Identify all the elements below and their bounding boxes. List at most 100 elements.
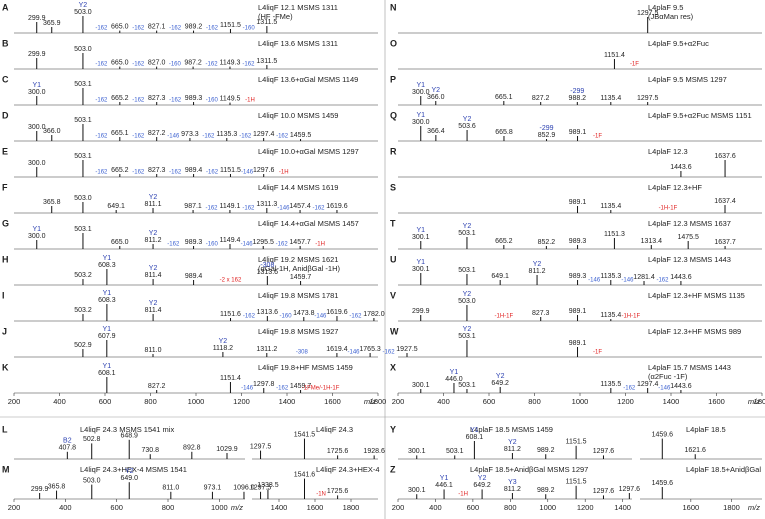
ion-label: Y1: [470, 427, 479, 434]
peak-label: 811.2: [529, 268, 546, 275]
x-tick-label: 200: [8, 503, 21, 512]
peak-label: 1619.6: [326, 203, 348, 210]
x-tick-label: 1200: [617, 397, 634, 406]
gap-label: -162: [206, 170, 219, 176]
peak-label: 1619.6: [326, 309, 348, 316]
peak-label: 502.9: [74, 342, 92, 349]
gap-label: -162: [95, 26, 108, 32]
peak-label: 1135.3: [216, 131, 237, 138]
gap-label: -162: [205, 206, 218, 212]
peak-label: 1297.6: [619, 486, 641, 493]
peak-label: 1297.5: [250, 443, 272, 450]
peak-label: 503.2: [74, 307, 92, 314]
gap-label: -162: [383, 350, 396, 356]
panel-letter: J: [2, 326, 7, 336]
gap-label: -1H: [245, 98, 255, 104]
panel-title: L4liqF 19.8+HF MSMS 1459: [258, 363, 353, 372]
ion-label: Y2: [508, 439, 517, 446]
ion-label: Y1: [103, 363, 112, 370]
panel-title: L4liqF 19.8 MSMS 1781: [258, 291, 338, 300]
x-tick-label: 400: [429, 503, 442, 512]
ion-label: Y1: [450, 369, 459, 376]
peak-label: 608.3: [98, 297, 116, 304]
panel-title: L4plaF 12.3 MSMS 1637: [648, 219, 731, 228]
peak-label: 446.1: [435, 482, 453, 489]
peak-label: 1151.4: [220, 375, 241, 382]
peak-label: 1637.4: [714, 198, 736, 205]
x-axis-label: m/z: [748, 397, 760, 406]
panel-title: L4liqF 12.1 MSMS 1311: [258, 3, 338, 12]
panel-letter: P: [390, 74, 396, 84]
panel-title: L4liqF 10.0+αGal MSMS 1297: [258, 147, 359, 156]
peak-label: 1297.6: [253, 167, 275, 174]
gap-label: -162: [313, 206, 326, 212]
panel-letter: M: [2, 464, 10, 474]
panel-letter: W: [390, 326, 399, 336]
peak-label: 827.3: [148, 167, 166, 174]
peak-label: 811.4: [145, 307, 162, 314]
panel-title: L4plaF 9.5+α2Fuc: [648, 39, 709, 48]
x-tick-label: 400: [53, 397, 66, 406]
ion-label: Y1: [416, 227, 425, 234]
gap-label: -146: [277, 206, 290, 212]
peak-label: 852.2: [538, 239, 556, 246]
peak-label: 503.1: [74, 81, 92, 88]
x-tick-label: 800: [528, 397, 541, 406]
ion-label: Y1: [103, 255, 112, 262]
peak-label: 811.1: [145, 201, 162, 208]
gap-label: -162: [276, 242, 289, 248]
peak-label: 989.3: [185, 95, 203, 102]
panel-subtitle: (α2Fuc -1F): [648, 372, 688, 381]
x-tick-label: 1800: [370, 397, 387, 406]
x-axis-label: m/z: [364, 397, 376, 406]
peak-label: 987.2: [184, 59, 202, 66]
gap-label: -146: [241, 242, 254, 248]
panel-letter: Q: [390, 110, 397, 120]
peak-label: 1149.1: [219, 203, 240, 210]
peak-label: 1457.4: [289, 203, 311, 210]
x-tick-label: 200: [392, 397, 405, 406]
gap-label: -162: [132, 170, 145, 176]
panel-letter: E: [2, 146, 8, 156]
peak-label: 300.0: [28, 89, 46, 96]
peak-label: 1725.6: [327, 448, 349, 455]
peak-label: 503.1: [458, 382, 476, 389]
peak-label: 608.1: [98, 370, 116, 377]
ion-label: Y2: [478, 475, 487, 482]
peak-label: 665.0: [111, 59, 129, 66]
peak-label: 665.0: [111, 23, 129, 30]
peak-label: 446.0: [445, 376, 463, 383]
peak-label: 299.9: [28, 51, 46, 58]
peak-label: 1621.6: [685, 447, 707, 454]
peak-label: 503.0: [74, 46, 92, 53]
panel-letter: Y: [390, 424, 396, 434]
panel-letter: D: [2, 110, 9, 120]
peak-label: 1151.5: [566, 479, 587, 486]
x-tick-label: 1000: [211, 503, 228, 512]
peak-label: 1338.5: [257, 482, 279, 489]
panel-letter: Z: [390, 464, 396, 474]
panel-letter: I: [2, 290, 5, 300]
gap-label: -162: [243, 314, 256, 320]
peak-label: 1096.0: [233, 485, 255, 492]
peak-label: 811.2: [145, 237, 162, 244]
peak-label: 502.8: [83, 436, 101, 443]
panel-title: L4plaF 18.5 MSMS 1459: [470, 425, 553, 434]
x-tick-label: 600: [483, 397, 496, 406]
peak-label: 811.0: [145, 347, 162, 354]
peak-label: 299.9: [412, 308, 430, 315]
peak-label: 989.2: [537, 487, 555, 494]
peak-label: 1135.4: [600, 95, 621, 102]
peak-label: 1443.6: [670, 164, 692, 171]
peak-label: 503.1: [74, 226, 92, 233]
peak-label: 1297.4: [637, 381, 659, 388]
peak-label: 1149.5: [220, 95, 241, 102]
peak-label: 503.0: [74, 9, 92, 16]
panel-letter: B: [2, 38, 9, 48]
panel-letter: A: [2, 2, 9, 12]
peak-label: 1443.6: [670, 274, 692, 281]
gap-label: -1H: [458, 492, 468, 498]
gap-label: -162: [242, 62, 255, 68]
gap-label: -1F: [630, 62, 639, 68]
panel-letter: N: [390, 2, 397, 12]
